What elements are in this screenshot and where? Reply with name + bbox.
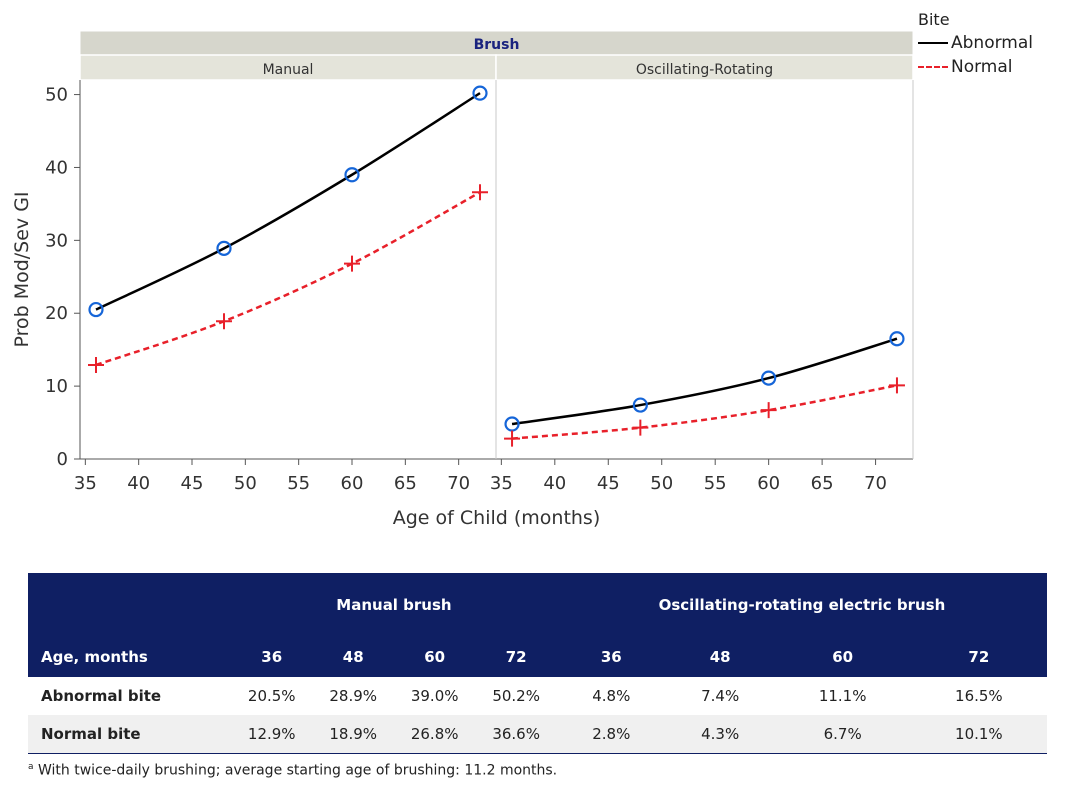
table-cell: 20.5% — [231, 677, 313, 715]
x-tick-label: 70 — [864, 473, 887, 494]
data-point-abnormal — [504, 416, 520, 432]
table-cell: 36.6% — [475, 715, 557, 754]
table-cell: 6.7% — [774, 715, 911, 754]
table-age-header-row: Age, months 36 48 60 72 36 48 60 72 — [28, 637, 1047, 677]
data-point-normal — [88, 356, 104, 373]
x-tick-label: 60 — [757, 473, 780, 494]
x-tick-label: 45 — [181, 473, 204, 494]
data-point-normal — [344, 255, 360, 272]
y-tick-label: 0 — [57, 449, 68, 470]
age-header-cell: 48 — [665, 637, 775, 677]
x-tick-label: 40 — [127, 473, 150, 494]
table-cell: 4.3% — [665, 715, 775, 754]
x-tick-label: 65 — [811, 473, 834, 494]
series-line-normal — [95, 191, 481, 367]
y-tick-label: 10 — [45, 376, 68, 397]
footnote: a With twice-daily brushing; average sta… — [28, 762, 557, 779]
series-line-abnormal — [511, 337, 898, 426]
data-point-normal — [472, 184, 488, 201]
data-point-normal — [216, 313, 232, 330]
table-cell: 12.9% — [231, 715, 313, 754]
data-point-abnormal — [216, 240, 232, 256]
data-point-abnormal — [889, 331, 905, 347]
data-point-abnormal — [88, 301, 104, 318]
group-strip — [79, 30, 914, 56]
table-cell: 4.8% — [556, 677, 666, 715]
data-point-abnormal — [632, 397, 648, 413]
y-tick-label: 40 — [45, 157, 68, 178]
table-row-abnormal-bite: Abnormal bite 20.5% 28.9% 39.0% 50.2% 4.… — [28, 677, 1047, 715]
table-cell: 28.9% — [312, 677, 394, 715]
legend-item-abnormal: Abnormal — [918, 31, 1058, 55]
legend-item-normal: Normal — [918, 55, 1058, 79]
panel-strip — [79, 54, 497, 81]
row-label: Normal bite — [28, 715, 231, 754]
y-axis-label: Prob Mod/Sev GI — [11, 191, 33, 347]
table-cell: 39.0% — [393, 677, 476, 715]
age-header-cell: 60 — [393, 637, 476, 677]
x-tick-label: 60 — [341, 473, 364, 494]
series-line-normal — [511, 384, 898, 440]
panel-strip-label: Oscillating-Rotating — [636, 62, 773, 78]
x-axis-label: Age of Child (months) — [393, 507, 601, 529]
data-point-normal — [632, 419, 649, 436]
age-header-cell: 72 — [475, 637, 557, 677]
x-tick-label: 70 — [447, 473, 470, 494]
y-tick-label: 30 — [45, 230, 68, 251]
data-point-normal — [888, 377, 905, 394]
data-point-abnormal — [472, 85, 488, 101]
x-tick-label: 50 — [234, 473, 257, 494]
x-tick-label: 45 — [597, 473, 620, 494]
chart-area: Brush Manual Oscillating-Rotating 0 10 20 30 40… — [11, 30, 914, 529]
legend-label-abnormal: Abnormal — [951, 33, 1033, 53]
age-header-cell: 72 — [910, 637, 1047, 677]
x-tick-label: 35 — [74, 473, 97, 494]
legend-label-normal: Normal — [951, 57, 1013, 77]
legend-title: Bite — [918, 10, 950, 29]
table-corner-cell — [28, 573, 231, 637]
data-point-abnormal — [344, 167, 360, 183]
age-header-cell: 48 — [312, 637, 394, 677]
data-table: Manual brush Oscillating-rotating electr… — [28, 573, 1047, 754]
table-cell: 16.5% — [910, 677, 1047, 715]
age-header-label: Age, months — [28, 637, 231, 677]
panel-strip-label: Manual — [263, 62, 314, 78]
table-cell: 10.1% — [910, 715, 1047, 754]
row-label: Abnormal bite — [28, 677, 231, 715]
table-cell: 50.2% — [475, 677, 557, 715]
group-strip-label: Brush — [474, 37, 520, 53]
x-tick-label: 55 — [704, 473, 727, 494]
series-line-abnormal — [95, 92, 481, 311]
group-header-oscillating: Oscillating-rotating electric brush — [556, 573, 1047, 637]
panel-strip — [495, 54, 914, 81]
group-header-manual: Manual brush — [231, 573, 557, 637]
data-point-normal — [760, 402, 777, 419]
x-tick-label: 40 — [543, 473, 566, 494]
data-point-normal — [504, 430, 521, 447]
table-group-header-row: Manual brush Oscillating-rotating electr… — [28, 573, 1047, 637]
table-cell: 18.9% — [312, 715, 394, 754]
table-cell: 26.8% — [393, 715, 476, 754]
table-cell: 7.4% — [665, 677, 775, 715]
y-tick-label: 50 — [45, 85, 68, 106]
table-row-normal-bite: Normal bite 12.9% 18.9% 26.8% 36.6% 2.8%… — [28, 715, 1047, 754]
footnote-marker: a — [28, 762, 34, 772]
x-tick-label: 65 — [394, 473, 417, 494]
legend: Bite Abnormal Normal — [918, 10, 1058, 79]
y-tick-label: 20 — [45, 303, 68, 324]
table-cell: 11.1% — [774, 677, 911, 715]
legend-line-normal — [918, 66, 948, 68]
x-tick-label: 55 — [287, 473, 310, 494]
data-point-abnormal — [761, 370, 777, 386]
age-header-cell: 60 — [774, 637, 911, 677]
age-header-cell: 36 — [556, 637, 666, 677]
footnote-text: With twice-daily brushing; average start… — [33, 762, 558, 779]
x-tick-label: 50 — [650, 473, 673, 494]
x-tick-label: 35 — [490, 473, 513, 494]
legend-line-abnormal — [918, 42, 948, 44]
age-header-cell: 36 — [231, 637, 313, 677]
table-cell: 2.8% — [556, 715, 666, 754]
